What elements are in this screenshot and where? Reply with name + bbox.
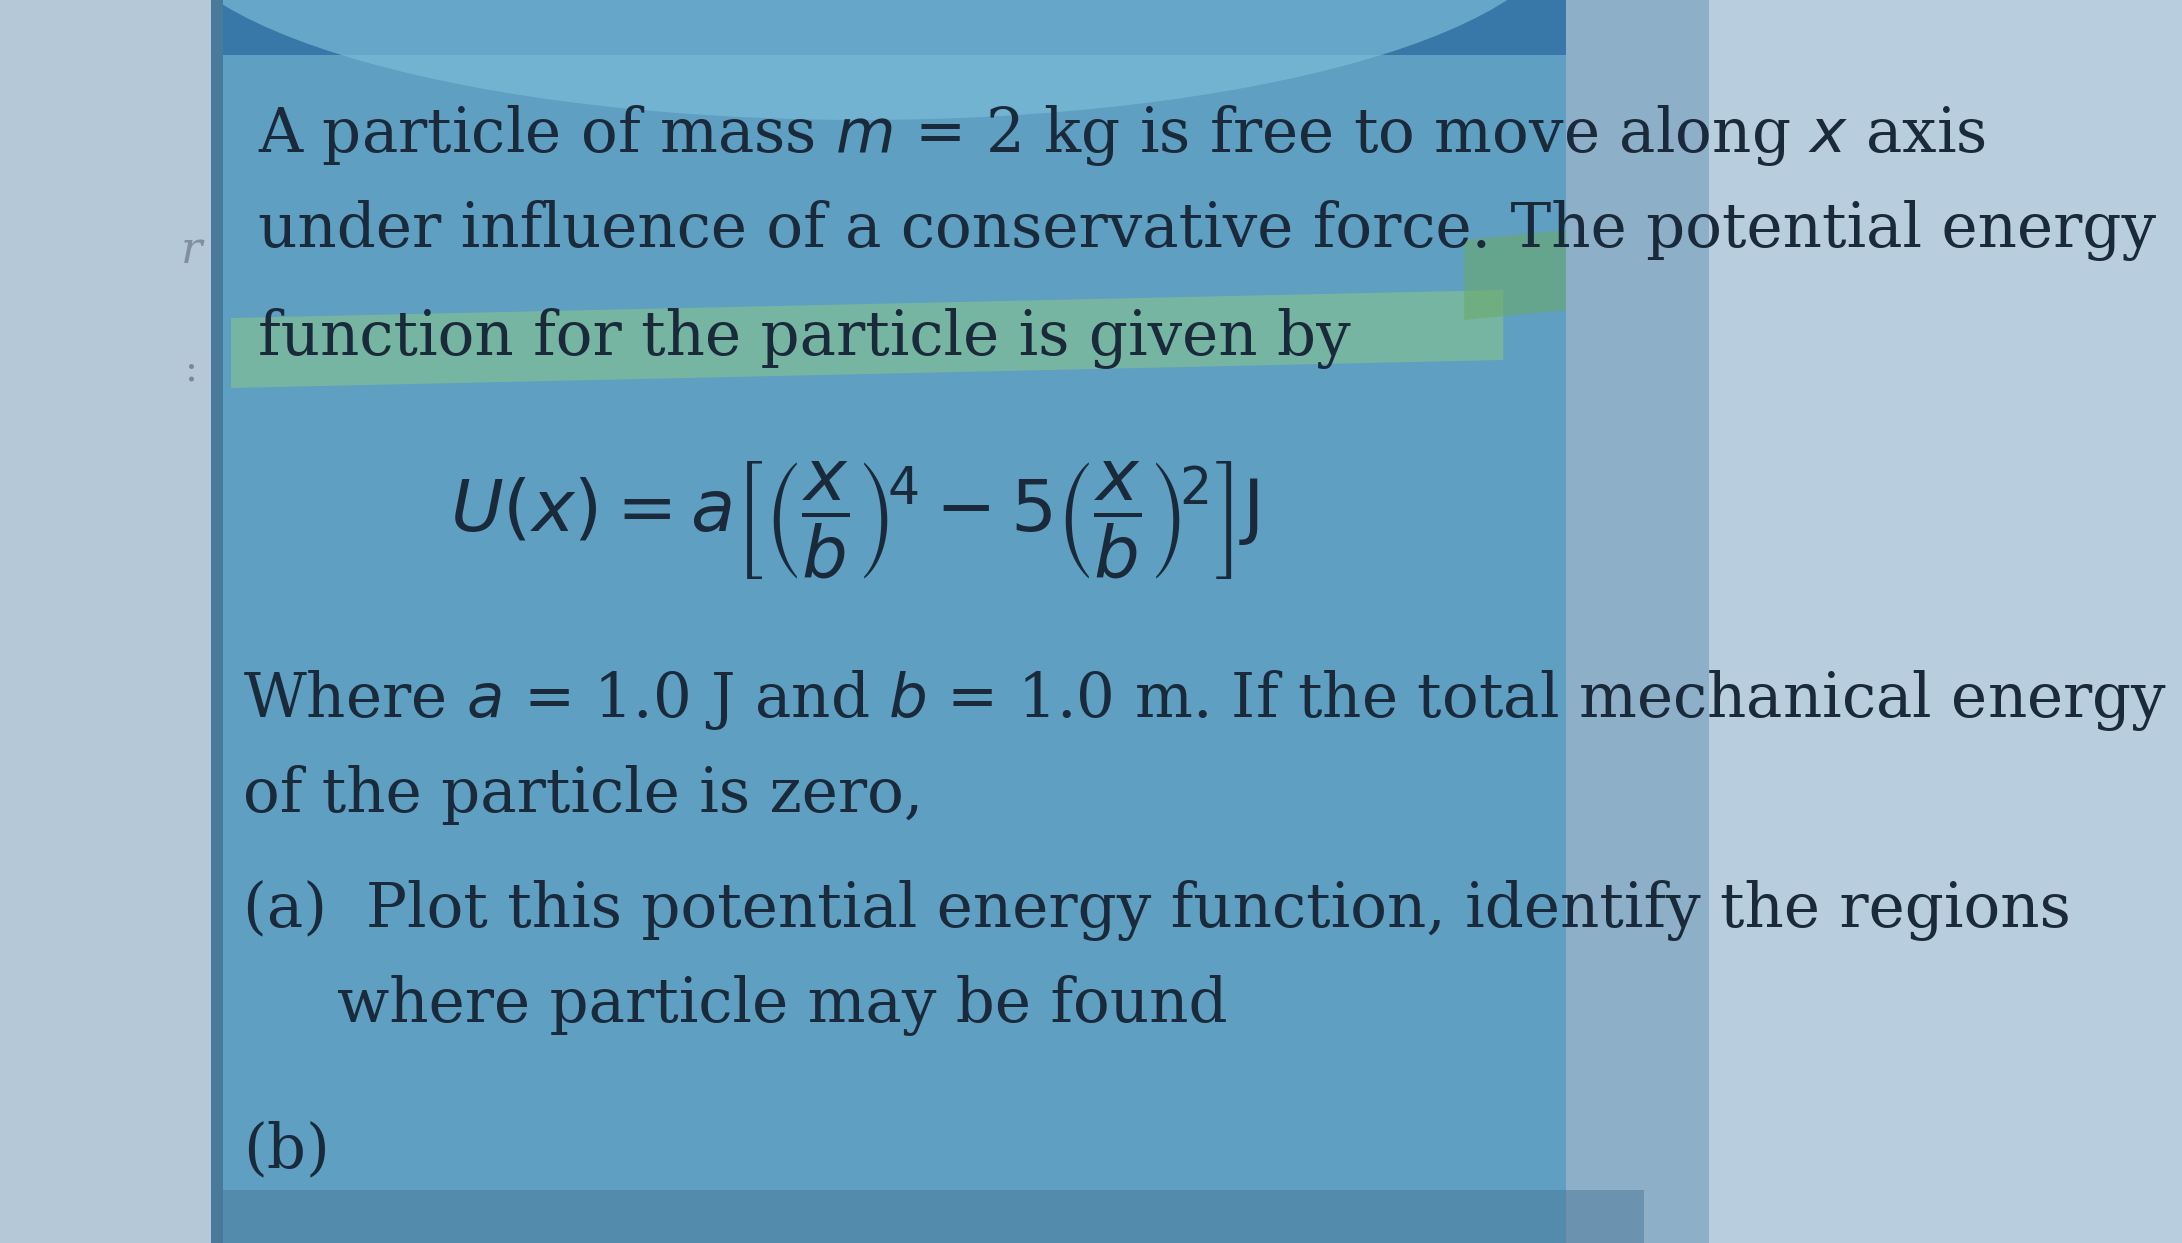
Text: :: : <box>185 352 199 389</box>
Text: (a)  Plot this potential energy function, identify the regions: (a) Plot this potential energy function,… <box>242 880 2071 941</box>
Polygon shape <box>218 0 1645 1243</box>
Polygon shape <box>0 0 218 1243</box>
Text: where particle may be found: where particle may be found <box>336 975 1226 1035</box>
Text: A particle of mass $m$ = 2 kg is free to move along $x$ axis: A particle of mass $m$ = 2 kg is free to… <box>257 102 1986 168</box>
Polygon shape <box>218 1190 1645 1243</box>
Text: r: r <box>181 229 203 271</box>
Polygon shape <box>231 290 1503 388</box>
Polygon shape <box>218 0 1567 55</box>
Text: function for the particle is given by: function for the particle is given by <box>257 307 1351 368</box>
Ellipse shape <box>157 0 1567 121</box>
Text: Where $a$ = 1.0 J and $b$ = 1.0 m. If the total mechanical energy: Where $a$ = 1.0 J and $b$ = 1.0 m. If th… <box>242 667 2167 732</box>
Text: of the particle is zero,: of the particle is zero, <box>242 764 923 825</box>
Polygon shape <box>212 0 223 1243</box>
Polygon shape <box>1567 0 1709 1243</box>
Polygon shape <box>1464 230 1567 319</box>
Text: $U(x) = a\left[\left(\dfrac{x}{b}\right)^{\!4} - 5\left(\dfrac{x}{b}\right)^{\!2: $U(x) = a\left[\left(\dfrac{x}{b}\right)… <box>449 459 1259 580</box>
Text: under influence of a conservative force. The potential energy: under influence of a conservative force.… <box>257 199 2156 261</box>
Text: (b): (b) <box>242 1120 329 1180</box>
